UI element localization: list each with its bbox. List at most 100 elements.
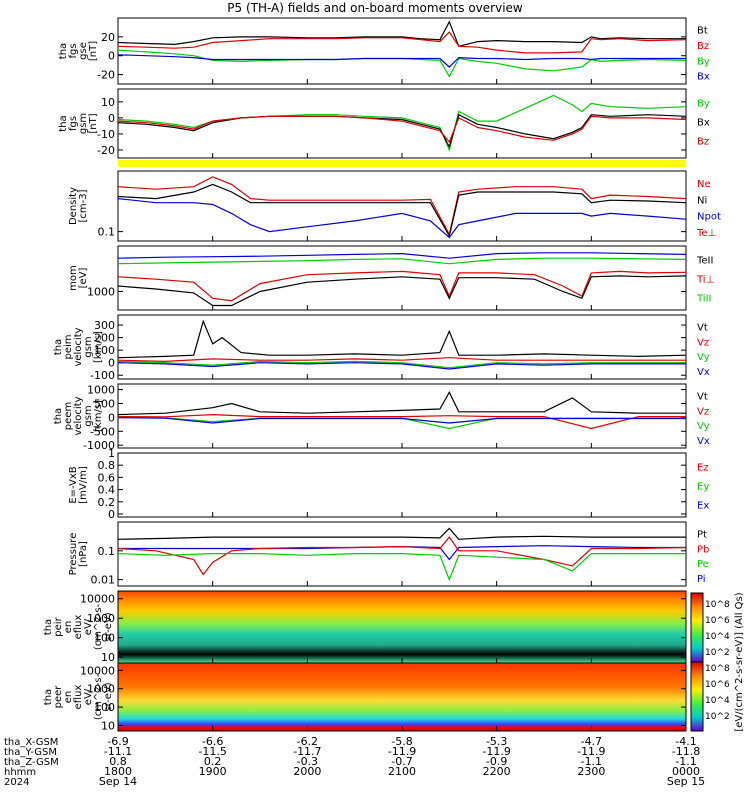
y-axis-label: peir	[53, 616, 64, 636]
colorbar-tick-label: 10^8	[705, 664, 730, 674]
y-tick-label: 1000	[87, 285, 115, 298]
y-tick-label: 10	[101, 651, 115, 664]
y-axis-label: tha	[58, 43, 69, 59]
y-tick-label: 10	[101, 719, 115, 732]
legend-entry: Bt	[697, 26, 708, 37]
legend-entry: Ez	[697, 463, 709, 474]
y-tick-label: 0.1	[98, 545, 116, 558]
panel-fgs_gsm	[117, 88, 687, 159]
y-tick-label: 100	[94, 701, 115, 714]
panel-frame	[117, 17, 687, 85]
series-line-Npot	[117, 198, 687, 239]
colorbar-upper	[690, 592, 704, 663]
y-tick-label: -500	[90, 425, 115, 438]
legend-entry: Bz	[697, 137, 709, 148]
x-axis-row-value: -6.2	[297, 735, 318, 748]
y-axis-label: tha	[53, 408, 64, 424]
x-axis-row-value: 1800	[104, 765, 132, 778]
spectrogram-image	[118, 663, 686, 731]
x-axis-row-value: -0.9	[486, 755, 507, 768]
y-axis-label: eV/	[83, 618, 94, 635]
series-line-Vz	[117, 357, 686, 363]
y-axis-label: tha	[43, 689, 54, 705]
series-line-Vt	[117, 319, 687, 359]
y-axis-label: fgs	[68, 116, 79, 131]
panel-frame	[117, 88, 687, 159]
series-line-Vy	[117, 360, 686, 369]
x-axis-row-value: -5.3	[486, 735, 507, 748]
y-tick-label: 0	[108, 508, 115, 521]
legend-entry: Vt	[697, 391, 708, 402]
x-axis-row-value: -4.1	[675, 735, 696, 748]
y-axis-label: [km/s]	[93, 331, 104, 363]
x-axis-row-value: -6.9	[107, 735, 128, 748]
legend-entry: Pb	[697, 544, 709, 555]
y-axis-label: eflux	[73, 685, 84, 710]
panel-temperature	[117, 245, 687, 311]
series-line-Vz	[117, 413, 686, 430]
colorbar-tick-label: 10^6	[705, 616, 730, 626]
legend-entry: Vz	[697, 337, 709, 348]
colorbar	[690, 592, 704, 732]
series-line-Pb	[117, 536, 687, 576]
series-line-Bt	[117, 20, 686, 48]
y-axis-label: velocity	[73, 327, 84, 366]
panel-peer_spectrogram	[117, 662, 687, 732]
colorbar-lower	[690, 661, 704, 732]
y-tick-label: 100	[94, 344, 115, 357]
y-tick-label: 500	[94, 397, 115, 410]
panel-peem_velocity	[117, 383, 687, 449]
x-axis-row-value: -11.9	[482, 745, 510, 758]
y-axis-label: eV/	[83, 688, 94, 705]
legend-entry: Npot	[697, 212, 721, 223]
x-axis-row-value: -1.1	[581, 755, 602, 768]
colorbar-tick-label: 10^6	[705, 680, 730, 690]
x-axis-row-value: 2100	[388, 765, 416, 778]
series-line-Vt	[117, 391, 686, 416]
panel-fgs_gse	[117, 17, 687, 85]
x-axis-row-value: 0.2	[204, 755, 222, 768]
y-tick-label: 0.2	[98, 496, 116, 509]
y-axis-label: gse	[78, 42, 89, 60]
legend-entry: Pt	[697, 529, 707, 540]
x-axis-row-value: 2000	[293, 765, 321, 778]
legend-entry: Vt	[697, 322, 708, 333]
x-axis-row-value: -11.8	[672, 745, 700, 758]
colorbar-tick-label: 10^4	[705, 696, 730, 706]
y-tick-label: 300	[94, 319, 115, 332]
y-axis-label: sr-eV)	[103, 682, 114, 711]
panel-peim_velocity	[117, 314, 687, 380]
series-line-Ti	[117, 252, 687, 259]
y-tick-label: 0.6	[98, 471, 116, 484]
legend-entry: Bz	[697, 41, 709, 52]
y-axis-label: gsm	[83, 336, 94, 357]
series-line-Te⊥	[117, 270, 687, 302]
y-axis-label: peer	[53, 685, 64, 709]
x-axis-row-value: -11.1	[104, 745, 132, 758]
y-tick-label: 0	[108, 50, 115, 63]
y-tick-label: 10000	[80, 593, 115, 606]
colorbar-tick-label: 10^4	[705, 632, 730, 642]
y-axis-label: gsm	[83, 405, 94, 426]
legend-entry: Bx	[697, 118, 710, 129]
colorbar-tick-label: 10^2	[705, 648, 730, 658]
panel-density	[117, 170, 687, 242]
panel-frame	[117, 245, 687, 311]
legend-entry: Pe	[697, 559, 709, 570]
panel-frame	[117, 314, 687, 380]
x-axis-row-label: tha_X-GSM	[4, 737, 58, 748]
legend-entry: TeII	[696, 256, 713, 267]
panel-efield	[117, 452, 687, 518]
y-axis-label: fgs	[68, 43, 79, 58]
legend-entry: Pi	[697, 574, 706, 585]
y-tick-label: 0	[108, 357, 115, 370]
legend-entry: Ey	[697, 482, 709, 493]
y-axis-label: gsm	[78, 113, 89, 134]
legend-entry: Vy	[697, 421, 710, 432]
legend-entry: Vz	[697, 406, 709, 417]
series-line-Vx	[117, 417, 686, 424]
y-tick-label: -20	[97, 144, 115, 157]
x-axis-row-value: -0.7	[391, 755, 412, 768]
y-axis-label: mom	[68, 265, 79, 291]
